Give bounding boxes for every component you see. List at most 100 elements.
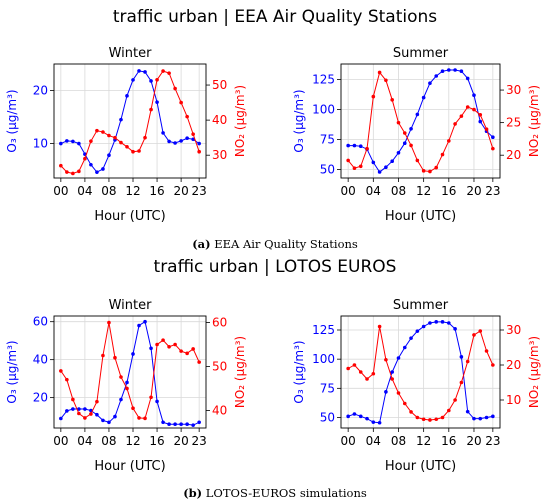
- y-right-tick-label: 50: [212, 360, 227, 374]
- data-point: [137, 323, 141, 328]
- data-point: [384, 165, 388, 169]
- data-point: [434, 165, 439, 170]
- data-point: [415, 329, 420, 333]
- data-point: [185, 351, 189, 356]
- x-tick-label: 12: [416, 434, 431, 448]
- y-left-axis-label: O₃ (μg/m³): [5, 340, 19, 403]
- data-point: [89, 412, 93, 416]
- data-point: [143, 70, 147, 74]
- x-tick-label: 16: [441, 434, 456, 448]
- data-point: [465, 105, 470, 109]
- data-point: [371, 371, 376, 376]
- data-point: [371, 160, 376, 165]
- panel-title: Summer: [393, 46, 449, 61]
- y-right-tick-label: 60: [212, 316, 227, 330]
- data-point: [428, 169, 432, 174]
- data-point: [71, 397, 75, 402]
- data-point: [421, 169, 426, 173]
- x-tick-label: 23: [192, 434, 207, 448]
- data-point: [491, 363, 495, 367]
- y-right-axis-label: NO₂ (μg/m³): [527, 336, 541, 408]
- data-point: [77, 407, 81, 411]
- data-point: [77, 169, 81, 174]
- data-point: [149, 346, 153, 351]
- caption-b: (b) LOTOS-EUROS simulations: [183, 486, 367, 500]
- data-point: [440, 415, 445, 420]
- data-point: [89, 162, 93, 167]
- data-point: [396, 151, 401, 155]
- data-point: [113, 414, 117, 419]
- y-right-axis-label: NO₂ (μg/m³): [233, 336, 247, 408]
- data-point: [161, 131, 165, 135]
- data-point: [197, 420, 201, 425]
- figure-title-bottom: traffic urban | LOTOS EUROS: [154, 257, 397, 277]
- series-line: [60, 320, 200, 426]
- y-left-tick-label: 100: [312, 352, 335, 366]
- data-point: [197, 360, 201, 364]
- data-point: [167, 139, 171, 144]
- x-tick-label: 08: [101, 434, 116, 448]
- y-right-tick-label: 40: [212, 113, 227, 127]
- data-point: [358, 414, 363, 419]
- series-no2: [59, 320, 201, 421]
- data-point: [447, 139, 451, 143]
- panel-eea-summer: Summer 00 04 08 12 16 20 23 Hour (UTC) 50 75 100 125…: [292, 46, 541, 224]
- y-left-axis-label: O₃ (μg/m³): [5, 89, 19, 152]
- data-point: [101, 353, 105, 358]
- y-right-axis-label: NO₂ (μg/m³): [233, 85, 247, 157]
- caption-a: (a) EEA Air Quality Stations: [192, 237, 358, 251]
- data-point: [346, 143, 350, 148]
- data-point: [71, 171, 75, 176]
- x-tick-label: 00: [53, 184, 68, 198]
- data-point: [377, 70, 382, 75]
- data-point: [384, 78, 388, 83]
- data-point: [415, 112, 420, 117]
- series-line: [348, 69, 494, 173]
- x-tick-label: 08: [391, 434, 406, 448]
- y-left-axis-label: O₃ (μg/m³): [292, 89, 306, 152]
- series-o3: [59, 69, 201, 174]
- data-point: [119, 140, 123, 145]
- data-point: [59, 163, 63, 168]
- y-left-tick-label: 75: [320, 381, 335, 395]
- data-point: [113, 355, 117, 360]
- y-right-tick-label: 20: [506, 358, 521, 372]
- data-point: [131, 352, 135, 356]
- data-point: [173, 86, 177, 91]
- x-axis-label: Hour (UTC): [385, 459, 456, 474]
- data-point: [371, 94, 376, 99]
- data-point: [421, 95, 426, 100]
- data-point: [478, 119, 483, 124]
- data-point: [409, 336, 413, 340]
- x-tick-label: 20: [466, 184, 481, 198]
- data-point: [125, 380, 129, 385]
- x-tick-label: 08: [391, 184, 406, 198]
- data-point: [415, 158, 420, 163]
- data-point: [377, 170, 382, 174]
- y-right-tick-label: 10: [506, 393, 521, 407]
- data-point: [402, 131, 407, 135]
- data-point: [143, 416, 147, 421]
- data-point: [191, 423, 195, 427]
- data-point: [191, 347, 195, 351]
- data-point: [352, 363, 357, 367]
- data-point: [421, 417, 426, 422]
- series-line: [60, 70, 200, 174]
- series-o3: [59, 319, 201, 427]
- x-tick-label: 12: [416, 184, 431, 198]
- data-point: [137, 149, 141, 153]
- x-tick-label: 16: [149, 434, 164, 448]
- x-tick-label: 23: [485, 184, 500, 198]
- data-point: [409, 410, 413, 414]
- data-point: [185, 422, 189, 427]
- data-point: [365, 377, 369, 381]
- data-point: [119, 117, 123, 122]
- panel-title: Winter: [109, 46, 153, 61]
- data-point: [465, 409, 470, 414]
- data-point: [107, 133, 111, 138]
- y-left-tick-label: 20: [33, 391, 48, 405]
- data-point: [95, 128, 99, 133]
- data-point: [101, 130, 105, 134]
- data-point: [465, 76, 470, 81]
